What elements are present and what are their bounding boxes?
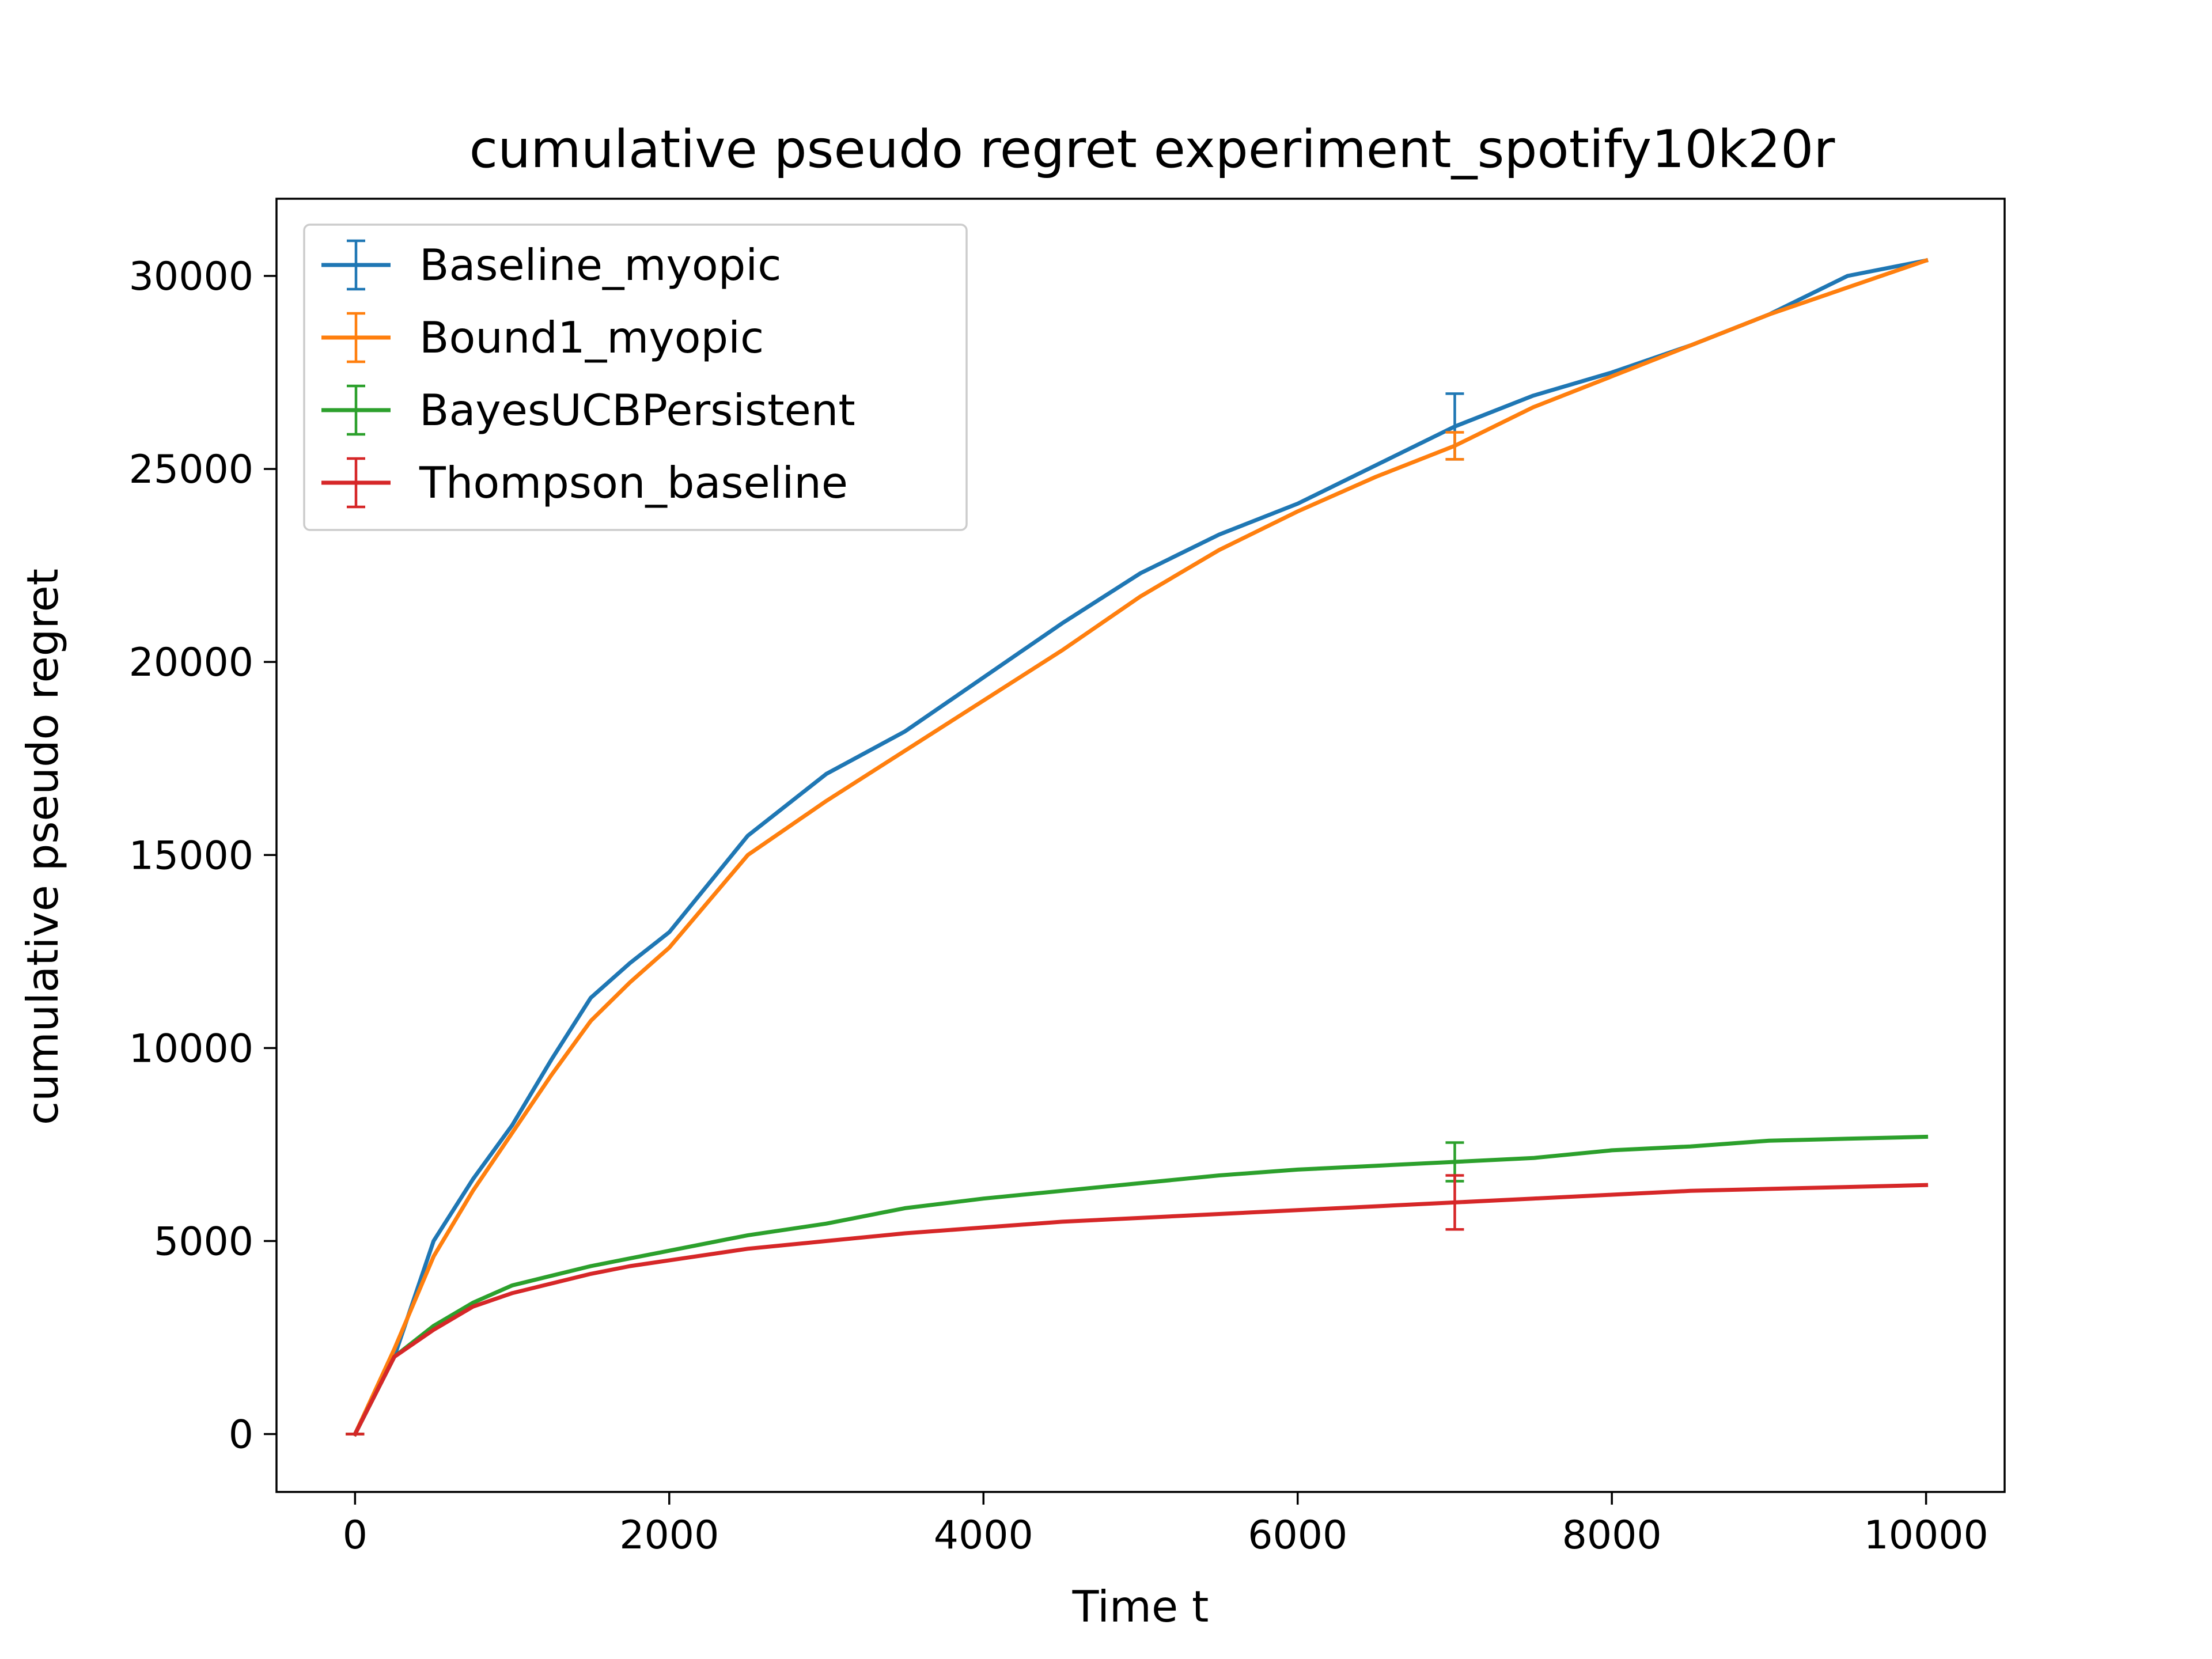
y-axis-label: cumulative pseudo regret	[17, 569, 68, 1125]
legend: Baseline_myopic Bound1_myopic BayesUCBPers…	[303, 224, 968, 531]
legend-entry: Thompson_baseline	[321, 457, 848, 509]
legend-label: Bound1_myopic	[419, 312, 764, 363]
series-line-Thompson_baseline	[352, 1183, 1929, 1437]
x-tick-label: 2000	[619, 1513, 719, 1558]
legend-box	[303, 224, 968, 531]
x-tick-label: 8000	[1562, 1513, 1662, 1558]
series-line-BayesUCBPersistent	[352, 1134, 1929, 1437]
legend-label: Thompson_baseline	[419, 457, 848, 508]
y-tick-label: 25000	[129, 447, 253, 493]
chart-title: cumulative pseudo regret experiment_spot…	[469, 119, 1835, 180]
series-line-Baseline_myopic	[352, 258, 1929, 1437]
y-tick-label: 0	[229, 1412, 253, 1457]
errorbar-Thompson_baseline	[1445, 1174, 1464, 1231]
x-tick-label: 10000	[1863, 1513, 1988, 1558]
plot-area	[346, 257, 1929, 1437]
legend-entry: Bound1_myopic	[321, 312, 764, 363]
plot-frame	[275, 198, 2006, 1493]
x-tick-label: 6000	[1248, 1513, 1347, 1558]
legend-label: Baseline_myopic	[419, 240, 782, 290]
y-tick-label: 20000	[129, 640, 253, 685]
y-tick-label: 5000	[154, 1219, 253, 1264]
x-axis-label: Time t	[1072, 1581, 1209, 1632]
axes: 0 2000 4000 6000 8000 10000 0 5000 10000 15000 200…	[129, 254, 1988, 1558]
y-tick-label: 30000	[129, 254, 253, 300]
y-tick-label: 10000	[129, 1026, 253, 1071]
y-tick-label: 15000	[129, 833, 253, 878]
legend-entry: BayesUCBPersistent	[321, 384, 855, 436]
legend-entry: Baseline_myopic	[321, 239, 782, 291]
x-tick-label: 0	[343, 1513, 368, 1558]
series-line-Bound1_myopic	[352, 257, 1929, 1437]
legend-label: BayesUCBPersistent	[419, 385, 855, 435]
x-tick-label: 4000	[934, 1513, 1033, 1558]
errorbar-Bound1_myopic	[1445, 431, 1464, 461]
